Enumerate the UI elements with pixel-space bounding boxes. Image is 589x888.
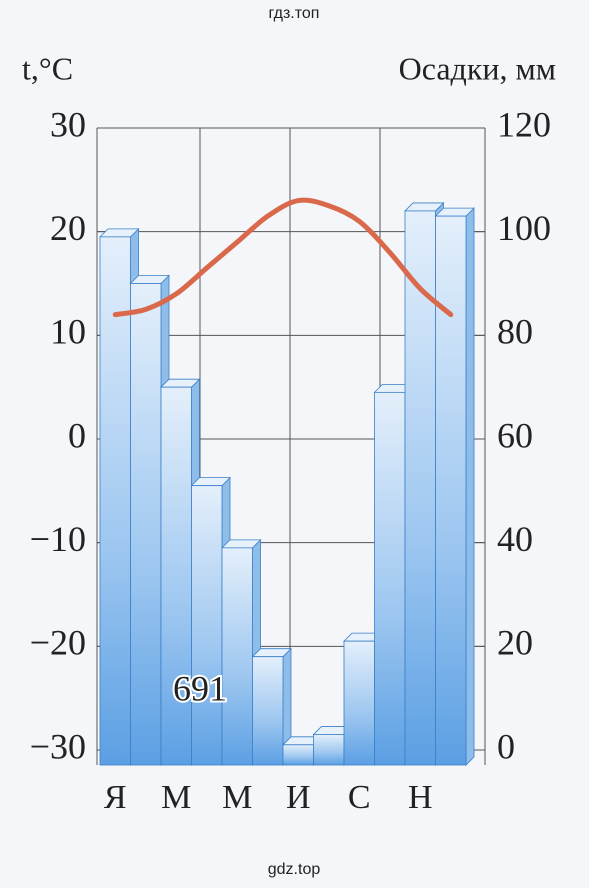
annotation: 691 (173, 668, 227, 708)
bar (313, 734, 345, 766)
y2-tick-label: 40 (497, 519, 533, 559)
bar (221, 547, 253, 766)
bar (282, 744, 314, 766)
y2-tick-label: 100 (497, 208, 551, 248)
y-tick-label: −30 (30, 726, 86, 766)
y2-tick-label: 80 (497, 312, 533, 352)
bar-side (465, 207, 475, 766)
y2-tick-label: 120 (497, 104, 551, 144)
x-tick-label: Н (408, 779, 433, 816)
y2-tick-label: 0 (497, 726, 515, 766)
x-tick-label: С (348, 779, 371, 816)
bar (435, 215, 467, 766)
bar (404, 210, 436, 766)
watermark: гдз.топ (269, 5, 320, 22)
y-tick-label: 10 (50, 312, 86, 352)
bar (343, 640, 375, 766)
y-tick-label: −10 (30, 519, 86, 559)
y-tick-label: 0 (68, 415, 86, 455)
bar (374, 391, 406, 766)
y-tick-label: 30 (50, 104, 86, 144)
y2-axis-label: Осадки, мм (399, 50, 556, 86)
y2-tick-label: 20 (497, 623, 533, 663)
bar (160, 386, 192, 766)
x-tick-label: Я (104, 779, 127, 816)
x-tick-label: И (286, 779, 311, 816)
x-tick-label: М (222, 779, 252, 816)
watermark: gdz.top (268, 861, 321, 878)
y2-tick-label: 60 (497, 415, 533, 455)
y-tick-label: 20 (50, 208, 86, 248)
bar (252, 656, 284, 766)
bar (191, 485, 223, 766)
y-tick-label: −20 (30, 623, 86, 663)
bar (130, 283, 162, 766)
line (112, 197, 454, 318)
x-tick-label: М (161, 779, 191, 816)
y-axis-label: t,°C (22, 50, 73, 86)
